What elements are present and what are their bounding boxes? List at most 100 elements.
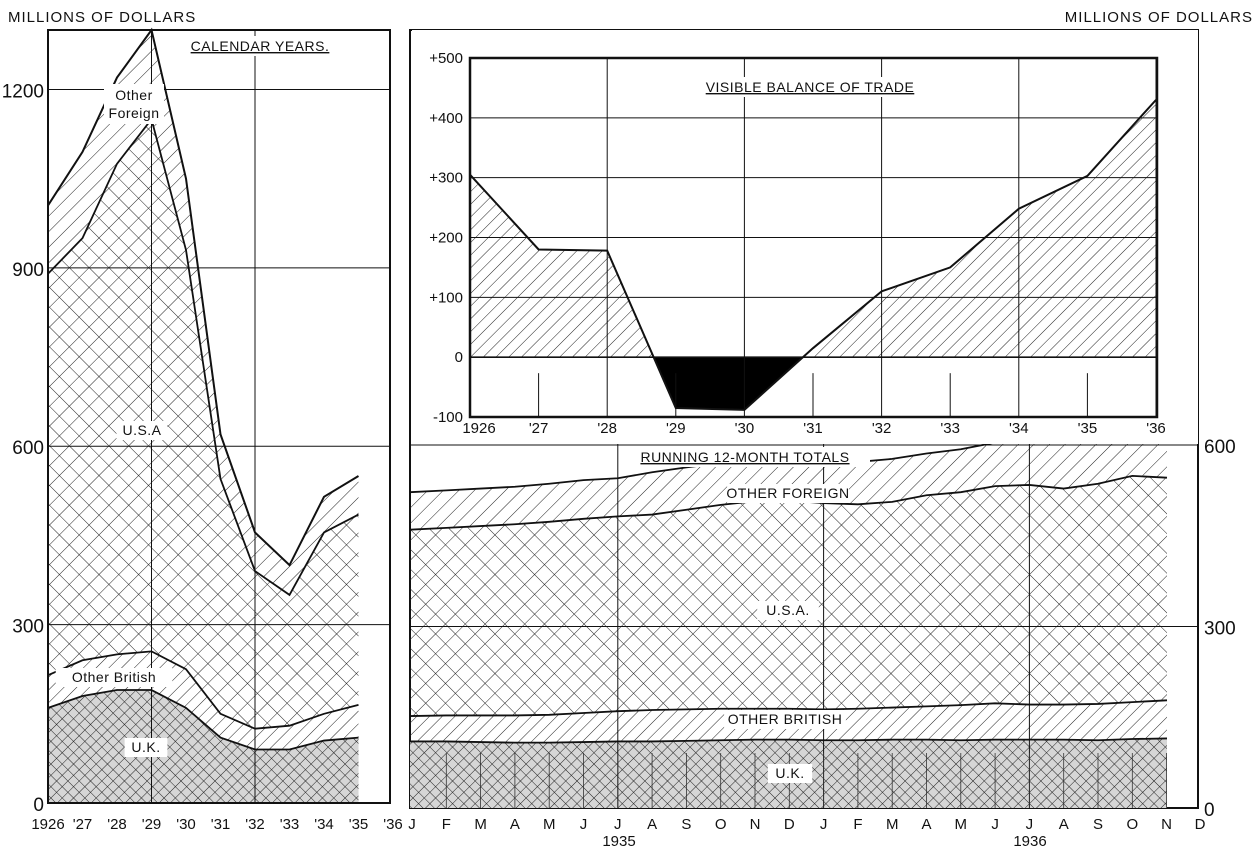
x-tick-label: S	[681, 816, 691, 833]
y-tick-label: -100	[433, 409, 463, 426]
x-tick-label: '28	[597, 420, 617, 437]
usa-area	[48, 119, 359, 729]
series-label: OTHER BRITISH	[728, 711, 843, 727]
y-tick-label: +200	[429, 230, 463, 247]
title-backing	[180, 36, 340, 56]
x-tick-label: J	[614, 816, 622, 833]
other-foreign-area	[410, 426, 1167, 530]
series-label: Foreign	[109, 105, 160, 121]
chart-title: RUNNING 12-MONTH TOTALS	[640, 449, 849, 465]
y-tick-label: 300	[12, 617, 44, 638]
x-tick-label: O	[715, 816, 727, 833]
series-line	[469, 99, 1157, 411]
year-label: 1936	[1013, 833, 1046, 849]
x-tick-label: J	[991, 816, 999, 833]
series-label: U.S.A.	[766, 602, 809, 618]
x-tick-label: '29	[666, 420, 686, 437]
x-tick-label: D	[1195, 816, 1206, 833]
deficit-area	[653, 357, 804, 410]
x-tick-label: 1926	[31, 816, 64, 833]
y-tick-label: +100	[429, 289, 463, 306]
series-label-backing	[767, 764, 813, 783]
y-tick-label: 600	[12, 438, 44, 459]
x-tick-label: '27	[529, 420, 549, 437]
x-tick-label: '32	[872, 420, 892, 437]
series-line	[409, 699, 1168, 717]
x-tick-label: A	[510, 816, 520, 833]
series-label: U.K.	[775, 765, 804, 781]
x-tick-label: '35	[349, 816, 369, 833]
surplus-area	[470, 174, 654, 358]
balance-of-trade-chart: VISIBLE BALANCE OF TRADE -100 0 +100 +200 +30…	[412, 30, 1198, 444]
title-backing	[684, 77, 936, 97]
plot-frame	[47, 29, 391, 804]
series-line	[410, 737, 1168, 744]
y-tick-label: 1200	[2, 81, 44, 102]
chart-title: VISIBLE BALANCE OF TRADE	[706, 79, 915, 95]
x-tick-label: '34	[1009, 420, 1029, 437]
series-line	[47, 650, 359, 730]
x-tick-label: '35	[1078, 420, 1098, 437]
x-tick-label: N	[750, 816, 761, 833]
x-tick-label: F	[853, 816, 862, 833]
series-label-backing	[124, 738, 168, 757]
left-unit-label: MILLIONS OF DOLLARS	[8, 9, 196, 26]
y-tick-label: 300	[1204, 619, 1236, 640]
series-label-backing	[727, 484, 849, 503]
y-tick-label: 0	[455, 349, 463, 366]
y-tick-label: +500	[429, 50, 463, 67]
x-tick-label: '28	[107, 816, 127, 833]
x-tick-label: '32	[245, 816, 265, 833]
x-tick-label: N	[1161, 816, 1172, 833]
chart-title: CALENDAR YEARS.	[191, 38, 330, 54]
x-tick-label: '31	[803, 420, 823, 437]
x-tick-label: '30	[735, 420, 755, 437]
x-tick-label: 1926	[462, 420, 495, 437]
series-label-backing	[724, 710, 846, 729]
x-tick-label: M	[955, 816, 968, 833]
series-line	[47, 117, 359, 597]
y-tick-label: +300	[429, 170, 463, 187]
x-tick-label: D	[784, 816, 795, 833]
series-label: Other British	[72, 669, 156, 685]
x-tick-label: '29	[142, 816, 162, 833]
series-label: OTHER FOREIGN	[726, 485, 849, 501]
x-tick-label: '30	[176, 816, 196, 833]
series-label-backing	[55, 668, 173, 687]
y-tick-label: 0	[33, 795, 44, 816]
x-tick-label: J	[408, 816, 416, 833]
title-backing	[620, 447, 870, 467]
series-label: U.K.	[131, 739, 160, 755]
x-tick-label: F	[442, 816, 451, 833]
x-tick-label: '34	[314, 816, 334, 833]
x-tick-label: A	[921, 816, 931, 833]
surplus-area	[803, 99, 1156, 358]
x-tick-label: M	[474, 816, 487, 833]
x-tick-label: J	[1026, 816, 1034, 833]
x-tick-label: J	[580, 816, 588, 833]
x-tick-label: '31	[211, 816, 231, 833]
usa-area	[410, 475, 1167, 717]
series-label-backing	[757, 601, 819, 620]
y-tick-label: 900	[12, 260, 44, 281]
y-tick-label: +400	[429, 110, 463, 127]
x-tick-label: J	[820, 816, 828, 833]
x-tick-label: A	[1059, 816, 1069, 833]
series-line	[47, 27, 360, 567]
x-tick-label: A	[647, 816, 657, 833]
x-tick-label: '27	[73, 816, 93, 833]
x-tick-label: O	[1126, 816, 1138, 833]
x-tick-label: '36	[1146, 420, 1166, 437]
x-tick-label: '33	[280, 816, 300, 833]
series-label-backing	[116, 421, 168, 440]
y-tick-label: 600	[1204, 437, 1236, 458]
x-tick-label: M	[886, 816, 899, 833]
uk-area	[48, 690, 359, 803]
series-label: Other	[115, 87, 153, 103]
x-tick-label: '36	[383, 816, 403, 833]
right-unit-label: MILLIONS OF DOLLARS	[1065, 9, 1253, 26]
x-tick-label: M	[543, 816, 556, 833]
series-label-backing	[104, 84, 164, 124]
